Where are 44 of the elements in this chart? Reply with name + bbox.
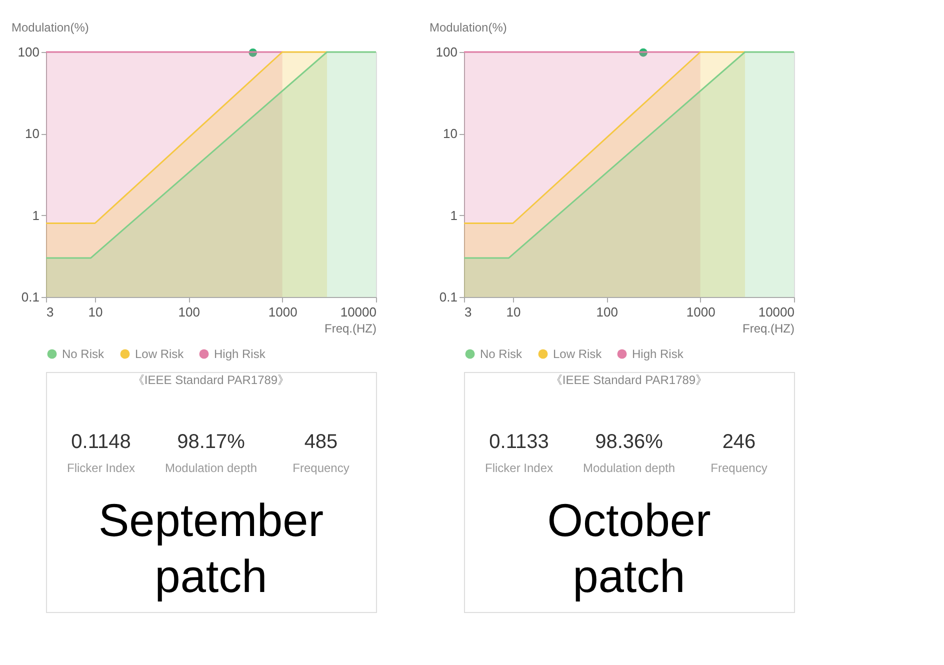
text: 《IEEE Standard PAR1789》	[132, 373, 290, 387]
y-axis-title: Modulation(%)	[430, 20, 507, 34]
y-tick-label: 0.1	[21, 290, 40, 304]
y-tick-label: 0.1	[439, 290, 458, 304]
text: 246	[722, 431, 756, 453]
x-axis-title: Freq.(HZ)	[742, 322, 794, 336]
x-tick-label: 3	[46, 304, 54, 320]
text: 《IEEE Standard PAR1789》	[550, 373, 708, 387]
legend-label: High Risk	[632, 347, 684, 361]
text: Flicker Index	[66, 461, 136, 475]
y-tick-label: 100	[436, 44, 458, 60]
text: Frequency	[292, 461, 350, 475]
x-tick-label: 100	[596, 304, 618, 320]
legend-label: No Risk	[480, 347, 524, 361]
x-tick-label: 10	[506, 304, 521, 320]
text: October patch	[547, 494, 711, 602]
y-tick-label: 1	[32, 208, 40, 223]
text: September patch	[98, 494, 324, 602]
x-tick-label: 10	[88, 304, 103, 320]
text: Flicker Index	[484, 461, 554, 475]
x-tick-label: 10000	[758, 304, 794, 320]
text: 0.1133	[489, 431, 549, 453]
text: 98.17%	[177, 431, 246, 453]
legend-label: High Risk	[214, 347, 266, 361]
y-axis-title: Modulation(%)	[12, 20, 89, 34]
x-tick-label: 10000	[340, 304, 376, 320]
text: 0.1148	[71, 431, 131, 453]
legend-label: Low Risk	[135, 347, 185, 361]
y-tick-label: 100	[18, 44, 40, 60]
text: Frequency	[710, 461, 768, 475]
x-tick-label: 100	[178, 304, 200, 320]
x-axis-title: Freq.(HZ)	[324, 322, 376, 336]
y-tick-label: 1	[450, 208, 458, 223]
x-tick-label: 1000	[686, 304, 716, 320]
text: Modulation depth	[582, 461, 676, 475]
text: 98.36%	[595, 431, 664, 453]
x-tick-label: 1000	[268, 304, 298, 320]
text: Modulation depth	[164, 461, 258, 475]
legend-label: Low Risk	[553, 347, 603, 361]
y-tick-label: 10	[443, 126, 458, 142]
text: 485	[304, 431, 338, 453]
y-tick-label: 10	[25, 126, 40, 142]
x-tick-label: 3	[464, 304, 472, 320]
legend-label: No Risk	[62, 347, 106, 361]
